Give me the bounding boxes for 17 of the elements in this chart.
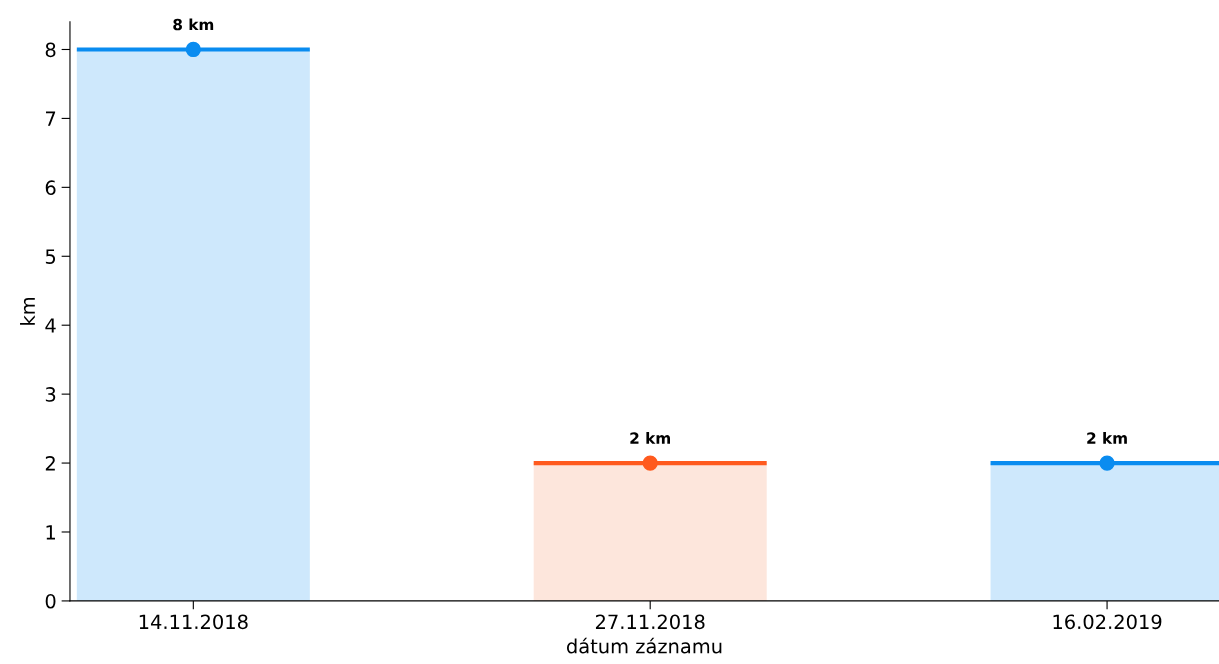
x-axis-title: dátum záznamu bbox=[566, 637, 722, 654]
y-tick-label: 8 bbox=[45, 42, 56, 58]
y-tick-label: 5 bbox=[45, 249, 56, 264]
x-tick-label: 16.02.2019 bbox=[1053, 614, 1162, 630]
y-tick-label: 2 bbox=[45, 456, 55, 471]
y-tick-label: 4 bbox=[45, 318, 56, 333]
y-tick-label: 0 bbox=[45, 593, 56, 609]
y-axis-title: km bbox=[20, 297, 35, 325]
y-tick-label: 7 bbox=[46, 111, 56, 126]
x-tick-label: 14.11.2018 bbox=[139, 614, 248, 630]
data-label: 2 km bbox=[630, 432, 670, 444]
data-label: 2 km bbox=[1087, 432, 1127, 444]
y-tick-label: 6 bbox=[45, 180, 56, 196]
y-tick-label: 3 bbox=[45, 387, 56, 402]
data-label: 8 km bbox=[173, 18, 214, 31]
x-tick-label: 27.11.2018 bbox=[595, 614, 705, 630]
y-tick-label: 1 bbox=[46, 525, 55, 540]
